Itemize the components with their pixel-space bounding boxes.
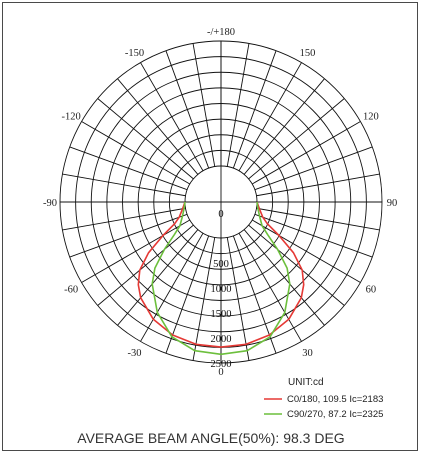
grid-spoke [81, 121, 191, 185]
angle-tick-label: -60 [64, 285, 78, 296]
series-line-1 [151, 201, 291, 356]
grid-spoke [243, 78, 325, 175]
grid-spoke [140, 232, 204, 342]
grid-spoke [165, 235, 210, 354]
grid-spoke [243, 229, 325, 326]
grid-spoke [226, 43, 250, 167]
beam-angle-caption: AVERAGE BEAM ANGLE(50%): 98.3 DEG [77, 430, 345, 446]
grid-spoke [232, 235, 277, 354]
grid-spoke [69, 146, 188, 191]
legend: UNIT:cd C0/180, 109.5 Ic=2183 C90/270, 8… [264, 377, 383, 420]
grid-spoke [248, 224, 345, 306]
grid-spoke [238, 62, 302, 172]
grid-spoke [140, 62, 204, 172]
radial-tick-label: 1500 [211, 309, 232, 320]
angle-tick-labels: -/+180 150 120 90 60 30 0 -30 -60 -90 -120 -150 [43, 27, 397, 378]
angle-tick-label: -120 [62, 112, 81, 123]
grid-spoke [97, 98, 194, 180]
grid-spoke [256, 173, 380, 197]
angle-tick-label: 60 [366, 285, 377, 296]
angle-tick-label: 150 [300, 48, 316, 59]
radial-tick-label: 2500 [211, 359, 232, 370]
grid-spoke [251, 219, 361, 283]
radial-tick-label: 500 [213, 259, 229, 270]
grid-spoke [192, 237, 216, 361]
grid-spoke [251, 121, 361, 185]
grid-spoke [97, 224, 194, 306]
radial-tick-labels: 0 500 1000 1500 2000 2500 [211, 209, 232, 370]
angle-tick-label: -150 [125, 48, 144, 59]
grid-spoke [238, 232, 302, 342]
angle-tick-label: 0 [218, 367, 223, 378]
unit-label: UNIT:cd [288, 377, 324, 388]
angle-tick-label: -90 [43, 198, 57, 209]
angle-tick-label: -30 [128, 348, 142, 359]
grid-spoke [165, 50, 210, 169]
grid-spoke [81, 219, 191, 283]
radial-tick-label: 0 [218, 209, 223, 220]
angle-tick-label: -/+180 [207, 27, 235, 38]
grid-spoke [62, 207, 186, 231]
grid-spoke [62, 173, 186, 197]
angle-tick-label: 120 [363, 112, 379, 123]
grid-spoke [117, 78, 199, 175]
grid-spoke [117, 229, 199, 326]
grid-spoke [256, 207, 380, 231]
grid-spoke [69, 213, 188, 258]
angle-tick-label: 90 [387, 198, 398, 209]
series-line-0 [137, 201, 305, 348]
grid-spoke [254, 213, 373, 258]
radial-tick-label: 1000 [211, 284, 232, 295]
angle-tick-label: 30 [302, 348, 313, 359]
polar-grid [59, 40, 383, 364]
series-layer [137, 201, 305, 356]
grid-spoke [192, 43, 216, 167]
grid-spoke [248, 98, 345, 180]
legend-label-c0: C0/180, 109.5 Ic=2183 [287, 394, 383, 405]
grid-spoke [232, 50, 277, 169]
grid-spoke [254, 146, 373, 191]
grid-spoke [226, 237, 250, 361]
radial-tick-label: 2000 [211, 334, 232, 345]
legend-label-c90: C90/270, 87.2 Ic=2325 [287, 409, 383, 420]
